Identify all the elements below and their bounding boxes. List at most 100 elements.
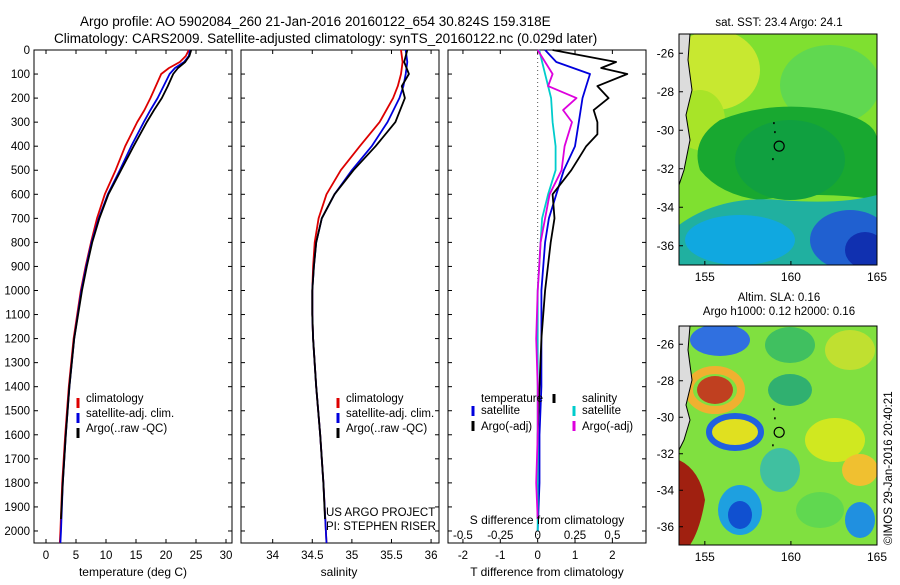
lat-tick-label: -32 (657, 447, 675, 461)
x-tick-label: 10 (100, 550, 113, 562)
x-tick-label: 15 (130, 550, 143, 562)
depth-tick-label: 300 (11, 117, 30, 129)
sla-low-ring (706, 413, 764, 451)
legend-heading-salinity: salinity (582, 393, 617, 405)
depth-tick-label: 400 (11, 141, 30, 153)
temperature-curves (58, 49, 193, 544)
series-line (311, 49, 410, 520)
legend-label-argo: Argo(..raw -QC) (86, 423, 167, 435)
sla-map-title-1: Altim. SLA: 0.16 (738, 292, 820, 304)
argo-track-point (772, 158, 774, 161)
x-tick-label: 36 (425, 550, 438, 562)
depth-tick-label: 1300 (4, 358, 30, 370)
lon-tick-label: 160 (781, 550, 801, 564)
salinity-xlabel: salinity (321, 565, 358, 579)
legend-label-salinity-argo: Argo(-adj) (582, 421, 633, 433)
lon-tick-label: 165 (867, 270, 887, 284)
depth-tick-label: 900 (11, 261, 30, 273)
argo-position-marker (773, 140, 785, 152)
lon-tick-label: 165 (867, 550, 887, 564)
argo-track-point (772, 444, 774, 447)
x-tick-label: 5 (73, 550, 79, 562)
lat-tick-label: -34 (657, 483, 675, 497)
salinity-difference-tick-label: 0.25 (564, 530, 586, 542)
legend-label-argo: Argo(..raw -QC) (346, 423, 427, 435)
depth-tick-label: 1100 (5, 310, 30, 322)
sst-lat-ticks: -26 -28 -30 -32 -34 -36 (657, 46, 683, 253)
project-annotation: US ARGO PROJECT (326, 507, 435, 519)
difference-legend: temperature salinity satellite Argo(-adj… (471, 393, 633, 433)
pi-annotation: PI: STEPHEN RISER (326, 521, 436, 533)
sla-low (760, 448, 800, 492)
series-line (536, 49, 591, 532)
depth-tick-label: 1200 (4, 334, 30, 346)
x-tick-label: 2 (609, 550, 615, 562)
depth-tick-label: 2000 (4, 526, 30, 538)
salinity-difference-tick-label: 0 (534, 530, 540, 542)
sst-map-panel: sat. SST: 23.4 Argo: 24.1 155 160 165 -26-… (657, 17, 888, 284)
salinity-difference-tick-label: -0.5 (453, 530, 473, 542)
lat-tick-label: -36 (657, 520, 675, 534)
sst-argo-marker (772, 122, 785, 161)
x-tick-label: -2 (458, 550, 468, 562)
x-tick-label: 35 (345, 550, 358, 562)
depth-tick-label: 0 (24, 45, 30, 57)
depth-tick-label: 1800 (4, 478, 30, 490)
sst-land (679, 34, 693, 186)
x-tick-label: 25 (190, 550, 203, 562)
salinity-x-ticks: 34 34.5 35 35.5 36 (241, 49, 439, 562)
lat-tick-label: -28 (657, 374, 675, 388)
depth-tick-label: 100 (11, 69, 30, 81)
sla-low (690, 326, 750, 356)
series-line (536, 49, 629, 519)
legend-heading-temperature: temperature (481, 393, 543, 405)
sla-high (679, 460, 705, 545)
imos-credit: ©IMOS 29-Jan-2016 20:40:21 (883, 391, 895, 545)
legend-label-climatology: climatology (346, 393, 404, 405)
depth-tick-label: 200 (11, 93, 30, 105)
sla-field (679, 326, 877, 545)
depth-tick-label: 1500 (4, 406, 30, 418)
temperature-x-ticks: 0 5 10 15 20 25 30 (34, 49, 233, 562)
salinity-difference-tick-label: 0.5 (604, 530, 620, 542)
legend-label-satellite: satellite-adj. clim. (346, 408, 434, 420)
sla-argo-marker (772, 408, 785, 447)
difference-curves (535, 49, 629, 532)
x-tick-label: 0 (534, 550, 540, 562)
salinity-plot-frame (240, 49, 440, 544)
x-tick-label: 0 (43, 550, 49, 562)
depth-tick-label: 600 (11, 189, 30, 201)
sla-land (679, 326, 693, 451)
x-tick-label: -1 (495, 550, 505, 562)
sst-cold-patch (845, 232, 877, 265)
sst-patch (780, 45, 877, 125)
salinity-legend: climatology satellite-adj. clim. Argo(..… (336, 393, 434, 438)
sla-patch (796, 492, 844, 528)
lat-tick-label: -28 (657, 85, 675, 99)
depth-tick-label: 500 (11, 165, 30, 177)
sla-low (765, 327, 815, 363)
argo-track-point (774, 417, 776, 420)
x-tick-label: 34.5 (301, 550, 323, 562)
x-tick-label: 35.5 (380, 550, 402, 562)
header-line-1: Argo profile: AO 5902084_260 21-Jan-2016… (80, 14, 551, 29)
x-tick-label: 20 (160, 550, 173, 562)
sla-high (697, 376, 733, 404)
depth-tick-label: 700 (11, 213, 30, 225)
lat-tick-label: -36 (657, 239, 675, 253)
lat-tick-label: -30 (657, 410, 675, 424)
sla-high (709, 416, 761, 448)
depth-tick-label: 800 (11, 237, 30, 249)
sla-low (728, 501, 752, 529)
salinity-difference-ticks: -0.5 -0.25 0 0.25 0.5 (453, 530, 620, 542)
legend-label-salinity-satellite: satellite (582, 405, 621, 417)
depth-tick-label: 1600 (4, 430, 30, 442)
argo-position-marker (773, 426, 785, 438)
lon-tick-label: 160 (781, 270, 801, 284)
sla-high (842, 454, 877, 486)
x-tick-label: 30 (220, 550, 233, 562)
difference-plot-frame (447, 49, 647, 544)
lat-tick-label: -32 (657, 162, 675, 176)
